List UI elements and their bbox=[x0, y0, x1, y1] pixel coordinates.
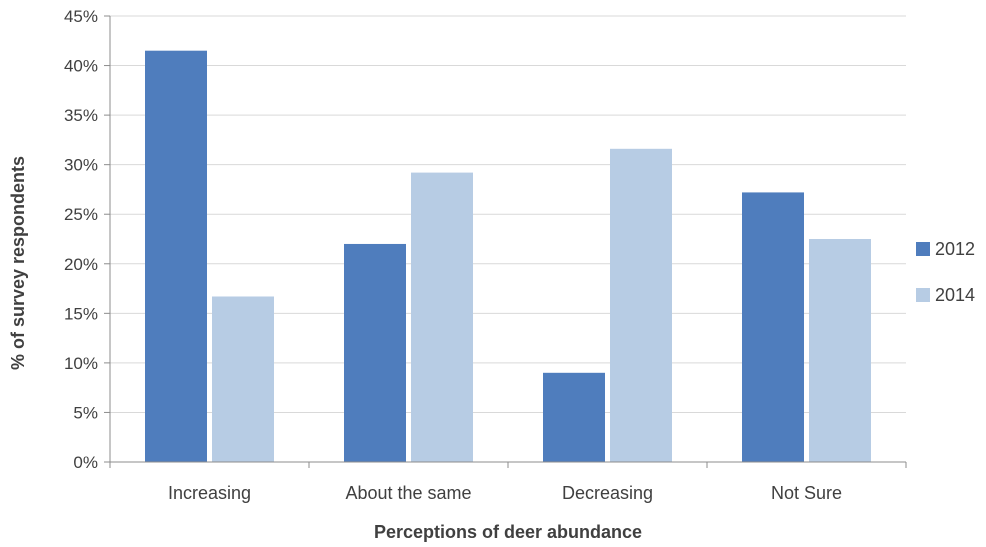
y-tick-label: 10% bbox=[64, 354, 98, 373]
legend-label-2012: 2012 bbox=[935, 239, 975, 259]
y-tick-label: 25% bbox=[64, 205, 98, 224]
bar-2012-decreasing bbox=[543, 372, 605, 462]
bars bbox=[145, 50, 871, 462]
y-tick-label: 5% bbox=[73, 403, 98, 422]
y-tick-label: 0% bbox=[73, 453, 98, 472]
legend-swatch-2014 bbox=[916, 288, 930, 302]
bar-2014-increasing bbox=[212, 296, 274, 462]
bar-2014-not-sure bbox=[809, 239, 871, 462]
y-tick-label: 15% bbox=[64, 304, 98, 323]
axes: 0% 5% 10% 15% 20% 25% 30% 35% 40% 45% Increasing Ab… bbox=[64, 7, 907, 503]
y-tick-label: 20% bbox=[64, 255, 98, 274]
bar-2014-decreasing bbox=[610, 148, 672, 462]
x-tick-label: About the same bbox=[345, 483, 471, 503]
y-tick-label: 40% bbox=[64, 57, 98, 76]
x-axis-title: Perceptions of deer abundance bbox=[374, 522, 642, 542]
legend-label-2014: 2014 bbox=[935, 285, 975, 305]
y-tick-label: 45% bbox=[64, 7, 98, 26]
bar-2012-not-sure bbox=[742, 192, 804, 462]
x-tick-label: Decreasing bbox=[562, 483, 653, 503]
x-tick-label: Increasing bbox=[168, 483, 251, 503]
legend-swatch-2012 bbox=[916, 242, 930, 256]
legend: 2012 2014 bbox=[916, 239, 975, 305]
bar-2012-about-the-same bbox=[344, 243, 406, 462]
y-tick-label: 30% bbox=[64, 156, 98, 175]
x-tick-label: Not Sure bbox=[771, 483, 842, 503]
y-tick-label: 35% bbox=[64, 106, 98, 125]
y-axis-title: % of survey respondents bbox=[8, 156, 28, 370]
bar-2014-about-the-same bbox=[411, 172, 473, 462]
bar-2012-increasing bbox=[145, 50, 207, 462]
